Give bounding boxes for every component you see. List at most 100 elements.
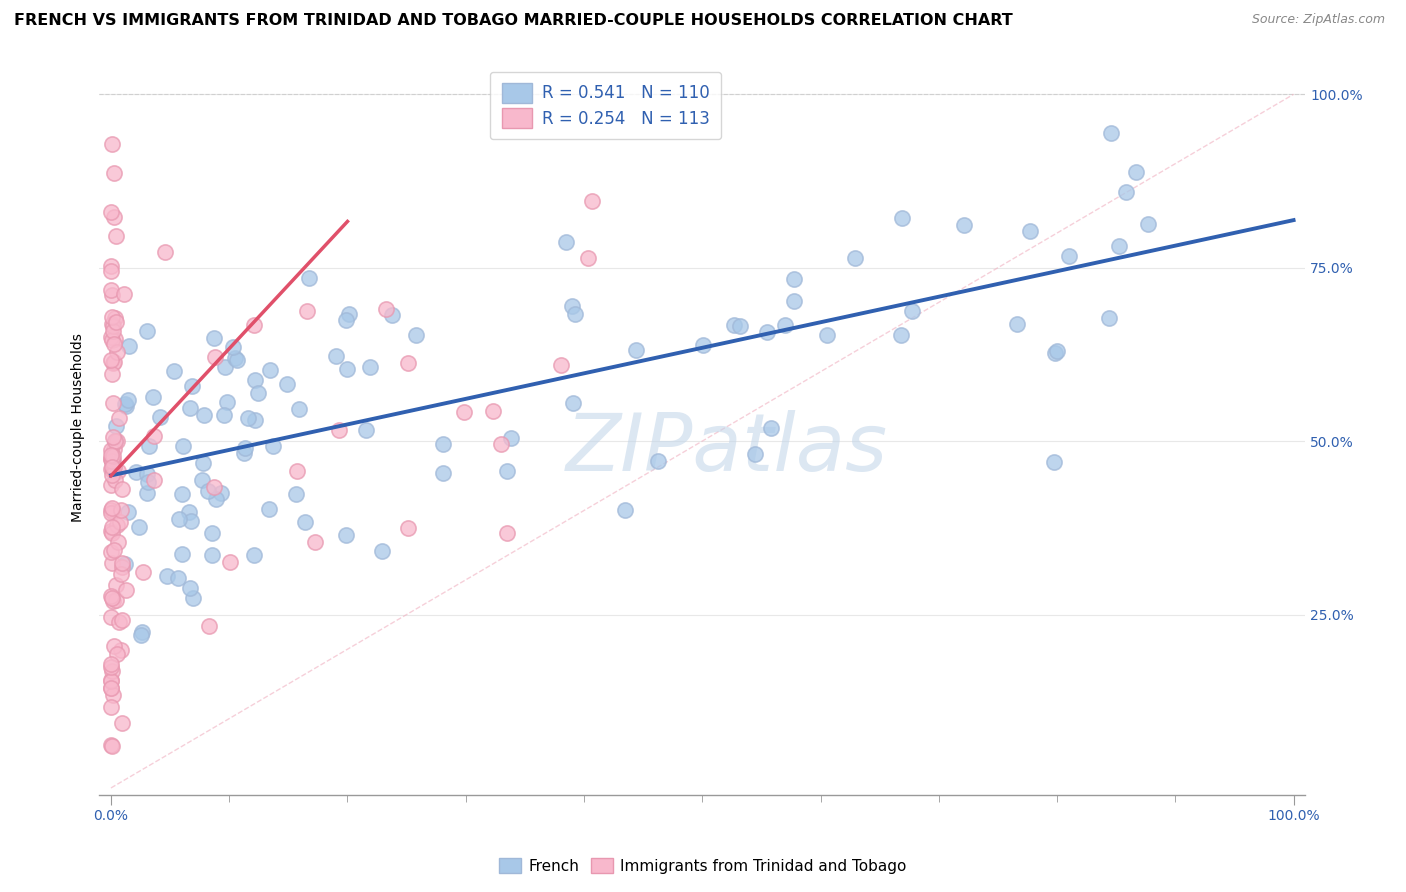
Point (100, 448, 122, 462)
Point (105, 578, 128, 592)
Point (111, 483, 134, 497)
Point (337, 307, 360, 321)
Point (143, 428, 166, 442)
Point (103, 166, 125, 180)
Point (110, 503, 132, 517)
Point (101, 451, 124, 466)
Point (197, 484, 219, 499)
Point (111, 716, 134, 731)
Point (110, 613, 132, 627)
Point (744, 447, 766, 461)
Point (111, 556, 134, 570)
Point (325, 349, 347, 363)
Point (284, 487, 307, 501)
Point (114, 582, 136, 597)
Point (101, 356, 124, 370)
Point (201, 548, 224, 562)
Point (723, 318, 745, 332)
Point (105, 592, 128, 607)
Point (1043, 346, 1066, 360)
Point (100, 524, 122, 539)
Point (276, 376, 298, 391)
Point (181, 379, 204, 393)
Point (100, 503, 122, 517)
Point (262, 439, 284, 453)
Point (1125, 164, 1147, 178)
Point (1108, 239, 1130, 253)
Point (728, 319, 751, 334)
Point (100, 673, 122, 687)
Point (482, 403, 505, 417)
Point (581, 194, 603, 208)
Point (101, 591, 124, 605)
Point (288, 402, 311, 417)
Text: FRENCH VS IMMIGRANTS FROM TRINIDAD AND TOBAGO MARRIED-COUPLE HOUSEHOLDS CORRELAT: FRENCH VS IMMIGRANTS FROM TRINIDAD AND T… (14, 13, 1012, 29)
Point (181, 591, 204, 606)
Point (201, 526, 224, 541)
Point (221, 340, 243, 354)
Point (103, 337, 125, 351)
Point (153, 244, 176, 259)
Point (156, 568, 179, 582)
Point (136, 475, 159, 489)
Point (100, 660, 122, 674)
Point (100, 590, 122, 604)
Point (103, 210, 125, 224)
Point (177, 505, 200, 519)
Point (101, 665, 124, 679)
Point (163, 364, 186, 378)
Point (1005, 317, 1028, 331)
Point (561, 299, 583, 313)
Point (101, 520, 124, 534)
Point (243, 549, 266, 563)
Point (114, 557, 136, 571)
Point (105, 434, 128, 448)
Point (100, 452, 122, 467)
Point (101, 688, 124, 702)
Point (297, 304, 319, 318)
Point (101, 460, 124, 475)
Point (247, 386, 270, 401)
Point (100, 454, 122, 468)
Point (114, 397, 136, 411)
Point (243, 413, 266, 427)
Point (1018, 224, 1040, 238)
Point (142, 390, 165, 404)
Point (100, 681, 122, 695)
Point (138, 439, 160, 453)
Point (105, 518, 128, 533)
Point (550, 358, 572, 372)
Text: ZIPatlas: ZIPatlas (565, 410, 887, 488)
Legend: R = 0.541   N = 110, R = 0.254   N = 113: R = 0.541 N = 110, R = 0.254 N = 113 (491, 71, 721, 139)
Point (101, 501, 124, 516)
Point (304, 534, 326, 549)
Point (103, 355, 125, 369)
Point (647, 454, 669, 468)
Point (100, 442, 122, 457)
Point (104, 473, 127, 487)
Point (107, 464, 129, 478)
Point (101, 324, 124, 338)
Point (107, 410, 129, 425)
Point (489, 436, 512, 450)
Point (257, 502, 280, 516)
Point (1043, 454, 1066, 468)
Point (172, 487, 194, 501)
Point (501, 431, 523, 445)
Point (217, 394, 239, 409)
Point (782, 272, 804, 286)
Point (105, 315, 128, 329)
Point (101, 287, 124, 301)
Point (105, 228, 128, 243)
Point (204, 480, 226, 494)
Point (1046, 344, 1069, 359)
Point (233, 446, 256, 460)
Point (101, 317, 124, 331)
Point (614, 503, 637, 517)
Point (105, 648, 128, 662)
Point (233, 441, 256, 455)
Point (354, 423, 377, 437)
Point (692, 338, 714, 352)
Point (131, 625, 153, 640)
Point (212, 408, 235, 422)
